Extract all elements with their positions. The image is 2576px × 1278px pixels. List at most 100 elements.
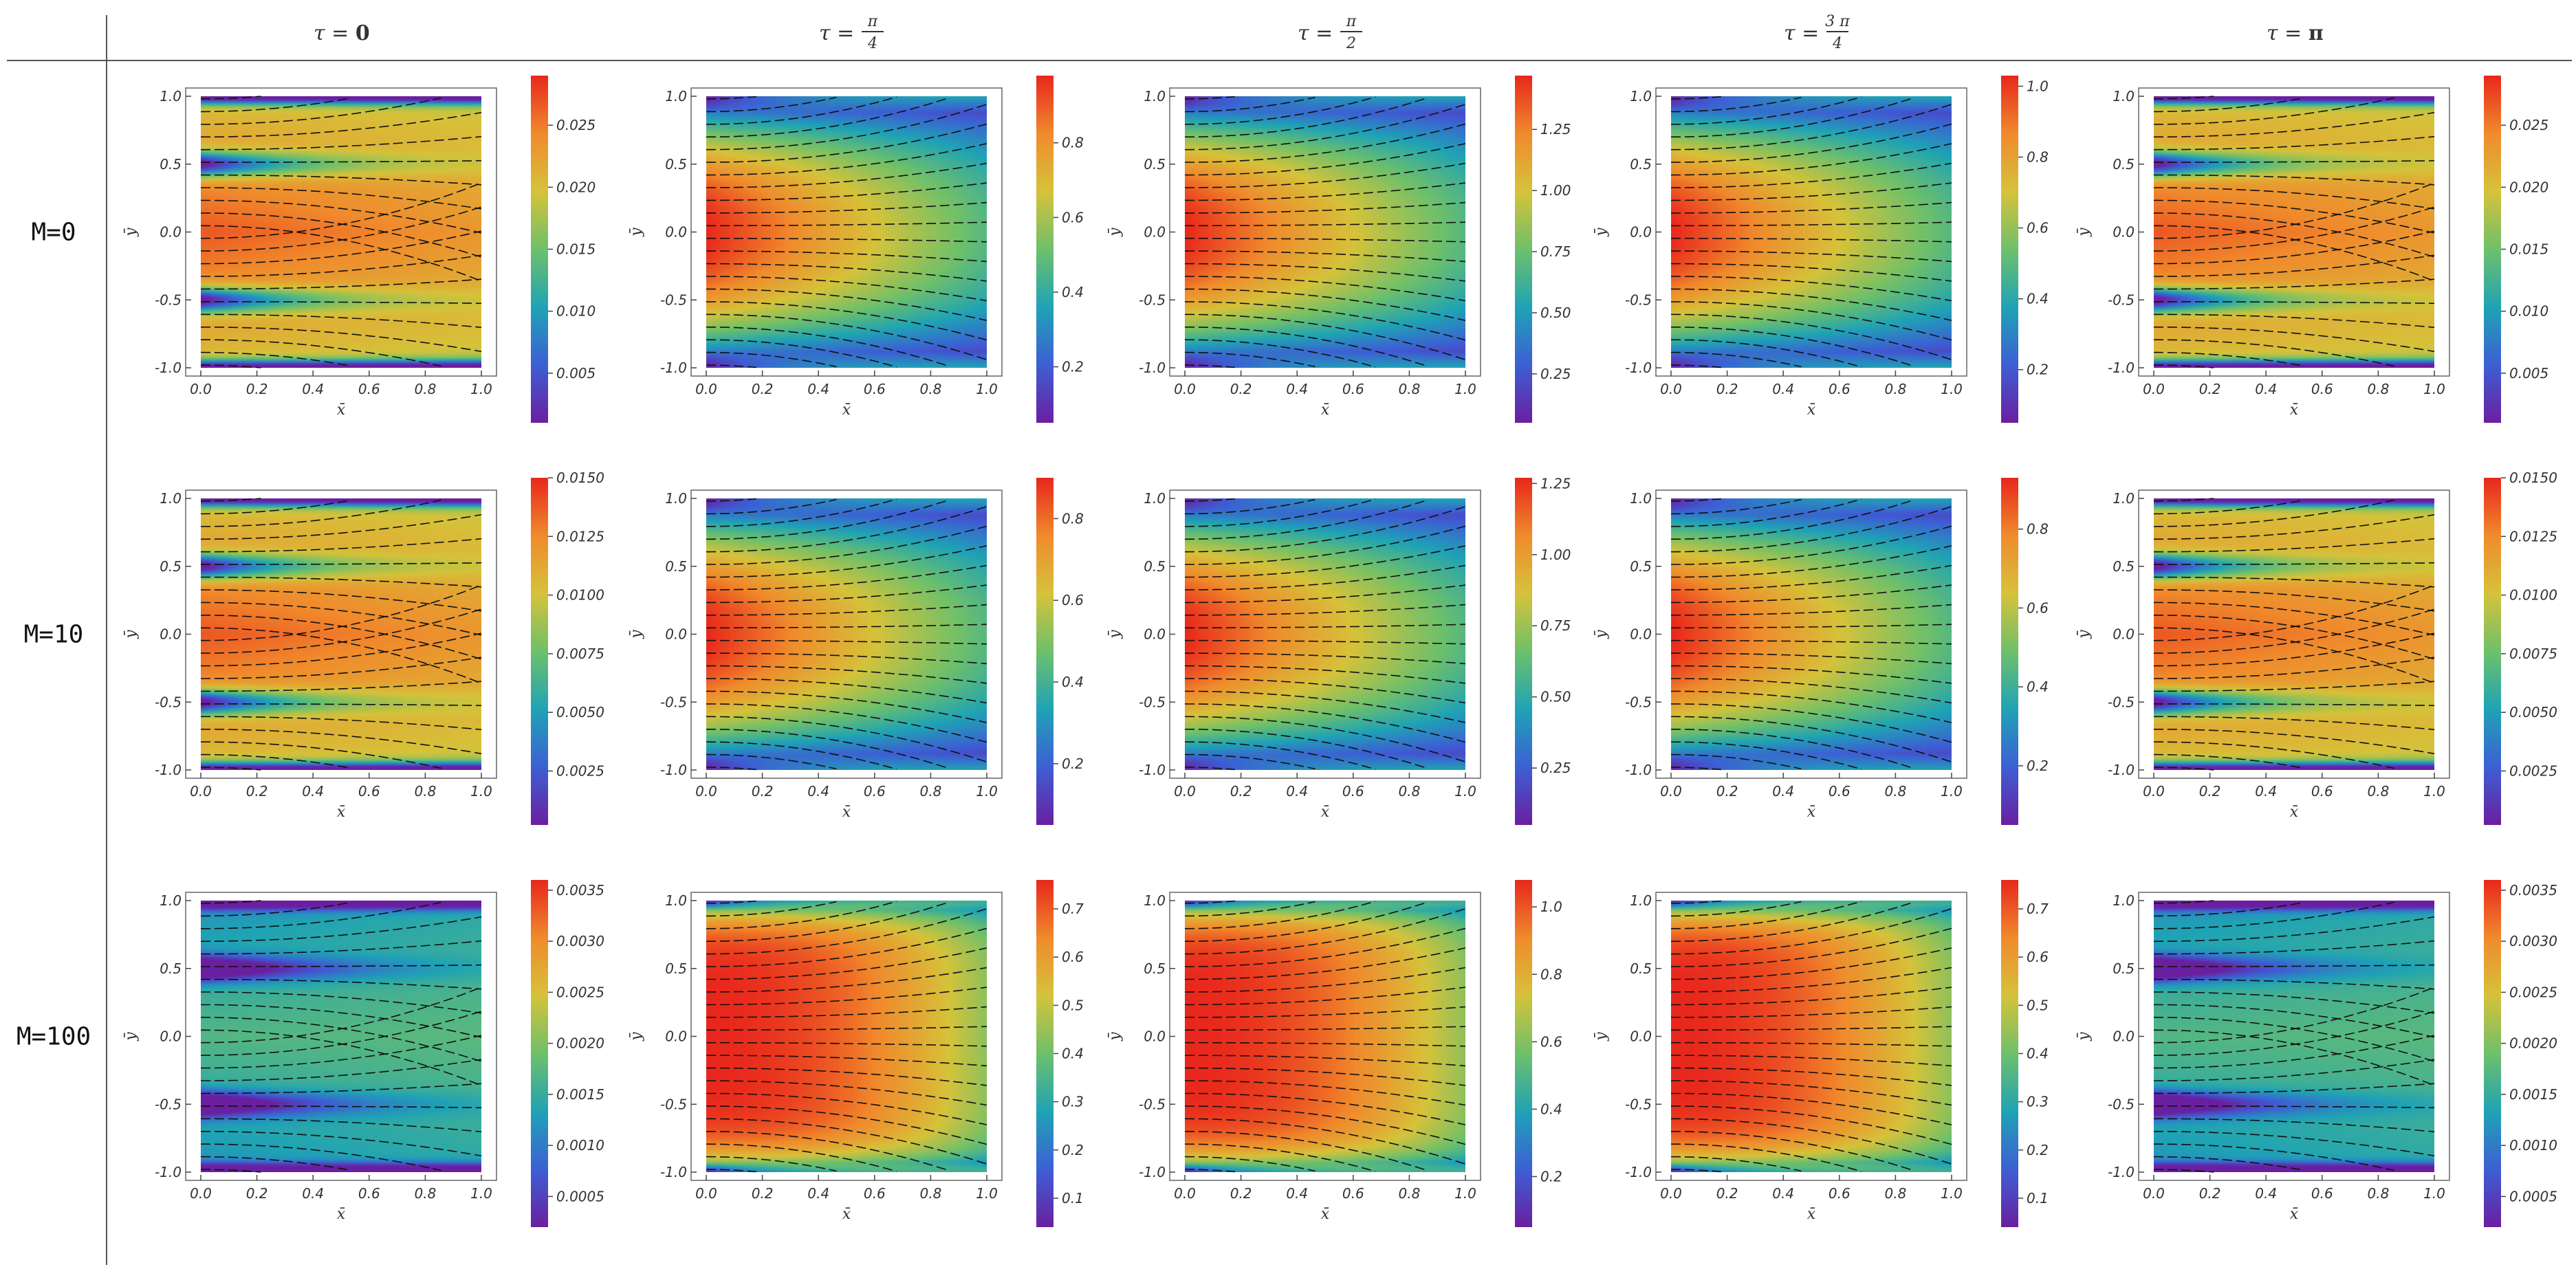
- x-tick-label: 0.0: [1660, 783, 1682, 800]
- streamline: [2153, 576, 2435, 588]
- streamline: [706, 1118, 987, 1165]
- streamline: [1184, 753, 1316, 770]
- streamline: [201, 301, 482, 305]
- row-header-1: M=0: [31, 219, 76, 247]
- streamline: [200, 498, 261, 502]
- x-tick-label: 0.2: [752, 381, 774, 397]
- colorbar-tick-label: 0.010: [556, 303, 596, 320]
- streamline: [201, 278, 482, 290]
- colorbar: [1515, 478, 1532, 825]
- streamline: [201, 174, 482, 186]
- y-tick-label: -0.5: [1625, 1096, 1652, 1112]
- streamline: [2154, 538, 2435, 553]
- y-tick-label: -1.0: [2108, 762, 2135, 778]
- colorbar-tick-label: 0.4: [2027, 291, 2049, 307]
- colorbar-tick-label: 0.0050: [2509, 704, 2557, 720]
- x-tick-label: 0.6: [1829, 381, 1851, 397]
- x-tick-label: 0.0: [190, 381, 212, 397]
- streamline: [1670, 351, 1802, 368]
- streamline: [706, 498, 756, 502]
- streamline: [2154, 1059, 2435, 1081]
- streamlines: [706, 498, 987, 771]
- streamline: [1670, 1156, 1802, 1172]
- streamline: [200, 916, 482, 943]
- streamline: [2153, 753, 2304, 769]
- streamline: [706, 604, 987, 616]
- colorbar-tick-label: 0.6: [2027, 949, 2049, 965]
- colorbar-tick-label: 0.015: [556, 241, 596, 258]
- streamline: [706, 288, 987, 321]
- colorbar-tick-label: 0.4: [1062, 674, 1084, 690]
- column-header-eq: =: [325, 21, 356, 45]
- y-tick-label: -1.0: [155, 360, 182, 376]
- colorbar-tick-label: 0.5: [2027, 997, 2049, 1013]
- x-tick-label: 0.8: [919, 381, 941, 397]
- colorbar-tick-label: 0.1: [2027, 1190, 2049, 1207]
- streamline: [1671, 584, 1952, 604]
- streamline: [2153, 514, 2435, 540]
- colorbar-tick-label: 0.005: [2509, 365, 2548, 382]
- streamline: [2153, 498, 2214, 502]
- streamline: [200, 514, 482, 540]
- streamline: [706, 104, 987, 151]
- y-tick-label: -1.0: [660, 360, 687, 376]
- x-tick-label: 0.6: [1829, 1185, 1851, 1202]
- colorbar: [2001, 880, 2018, 1227]
- x-tick-label: 0.4: [302, 381, 324, 397]
- streamline: [1185, 1092, 1466, 1125]
- column-header-lhs: τ: [819, 21, 831, 45]
- streamline: [2154, 964, 2435, 967]
- streamline: [1670, 313, 1952, 360]
- streamline: [1670, 123, 1952, 163]
- streamline: [2153, 199, 2435, 234]
- colorbar: [531, 478, 548, 825]
- x-tick-label: 0.6: [1342, 783, 1364, 800]
- y-axis-label: ȳ: [122, 1032, 140, 1042]
- y-tick-label: 1.0: [1144, 892, 1166, 909]
- x-tick-label: 0.2: [1716, 1185, 1738, 1202]
- streamline: [1184, 123, 1466, 163]
- density-map: [201, 901, 481, 1172]
- streamline: [201, 1143, 441, 1171]
- x-tick-label: 1.0: [2423, 1185, 2445, 1202]
- streamline: [706, 162, 987, 188]
- streamline: [1670, 604, 1952, 616]
- x-tick-label: 0.0: [190, 783, 212, 800]
- x-tick-label: 0.4: [1772, 381, 1794, 397]
- streamline: [1670, 276, 1952, 302]
- streamline: [201, 1118, 482, 1133]
- streamline: [2154, 1131, 2435, 1157]
- colorbar-tick-label: 0.50: [1540, 689, 1571, 705]
- colorbar-tick-label: 0.0025: [556, 763, 604, 780]
- colorbar-tick-label: 0.6: [2027, 599, 2049, 616]
- streamline: [706, 201, 987, 214]
- y-tick-label: 0.5: [665, 960, 687, 977]
- y-tick-label: 1.0: [1630, 892, 1652, 909]
- column-header-3: τ = π 2: [1298, 13, 1362, 52]
- y-tick-label: -1.0: [1139, 360, 1166, 376]
- row-header-3: M=100: [17, 1023, 91, 1051]
- streamline: [2153, 96, 2214, 100]
- density-map: [2154, 901, 2434, 1172]
- y-tick-label: 1.0: [1630, 490, 1652, 507]
- colorbar-tick-label: 0.75: [1540, 617, 1571, 634]
- colorbar-tick-label: 0.6: [2027, 220, 2049, 236]
- y-tick-label: -0.5: [1139, 291, 1166, 308]
- colorbar-tick-label: 0.0100: [2509, 587, 2557, 604]
- y-tick-label: -1.0: [155, 1164, 182, 1180]
- streamline: [1185, 263, 1466, 282]
- streamline: [2153, 1156, 2304, 1171]
- streamline: [1671, 1042, 1952, 1047]
- streamline: [2154, 991, 2435, 1014]
- colorbar-tick-label: 0.3: [1062, 1094, 1084, 1110]
- colorbar-tick-label: 0.2: [1540, 1168, 1562, 1185]
- y-tick-label: -0.5: [660, 1096, 687, 1112]
- streamline: [2153, 627, 2435, 684]
- panel-r3-c3: 0.0 0.2 0.4 0.6 0.8 1.0 x̄ 1.0 0.5 0.0 -0.5 -1.0 ȳ 1.…: [1106, 880, 1562, 1227]
- colorbar-tick-label: 0.005: [556, 365, 596, 382]
- streamline: [706, 690, 987, 723]
- y-tick-label: 0.5: [160, 156, 182, 173]
- y-tick-label: 0.5: [1144, 960, 1166, 977]
- density-map: [1671, 498, 1952, 770]
- streamline: [201, 212, 482, 258]
